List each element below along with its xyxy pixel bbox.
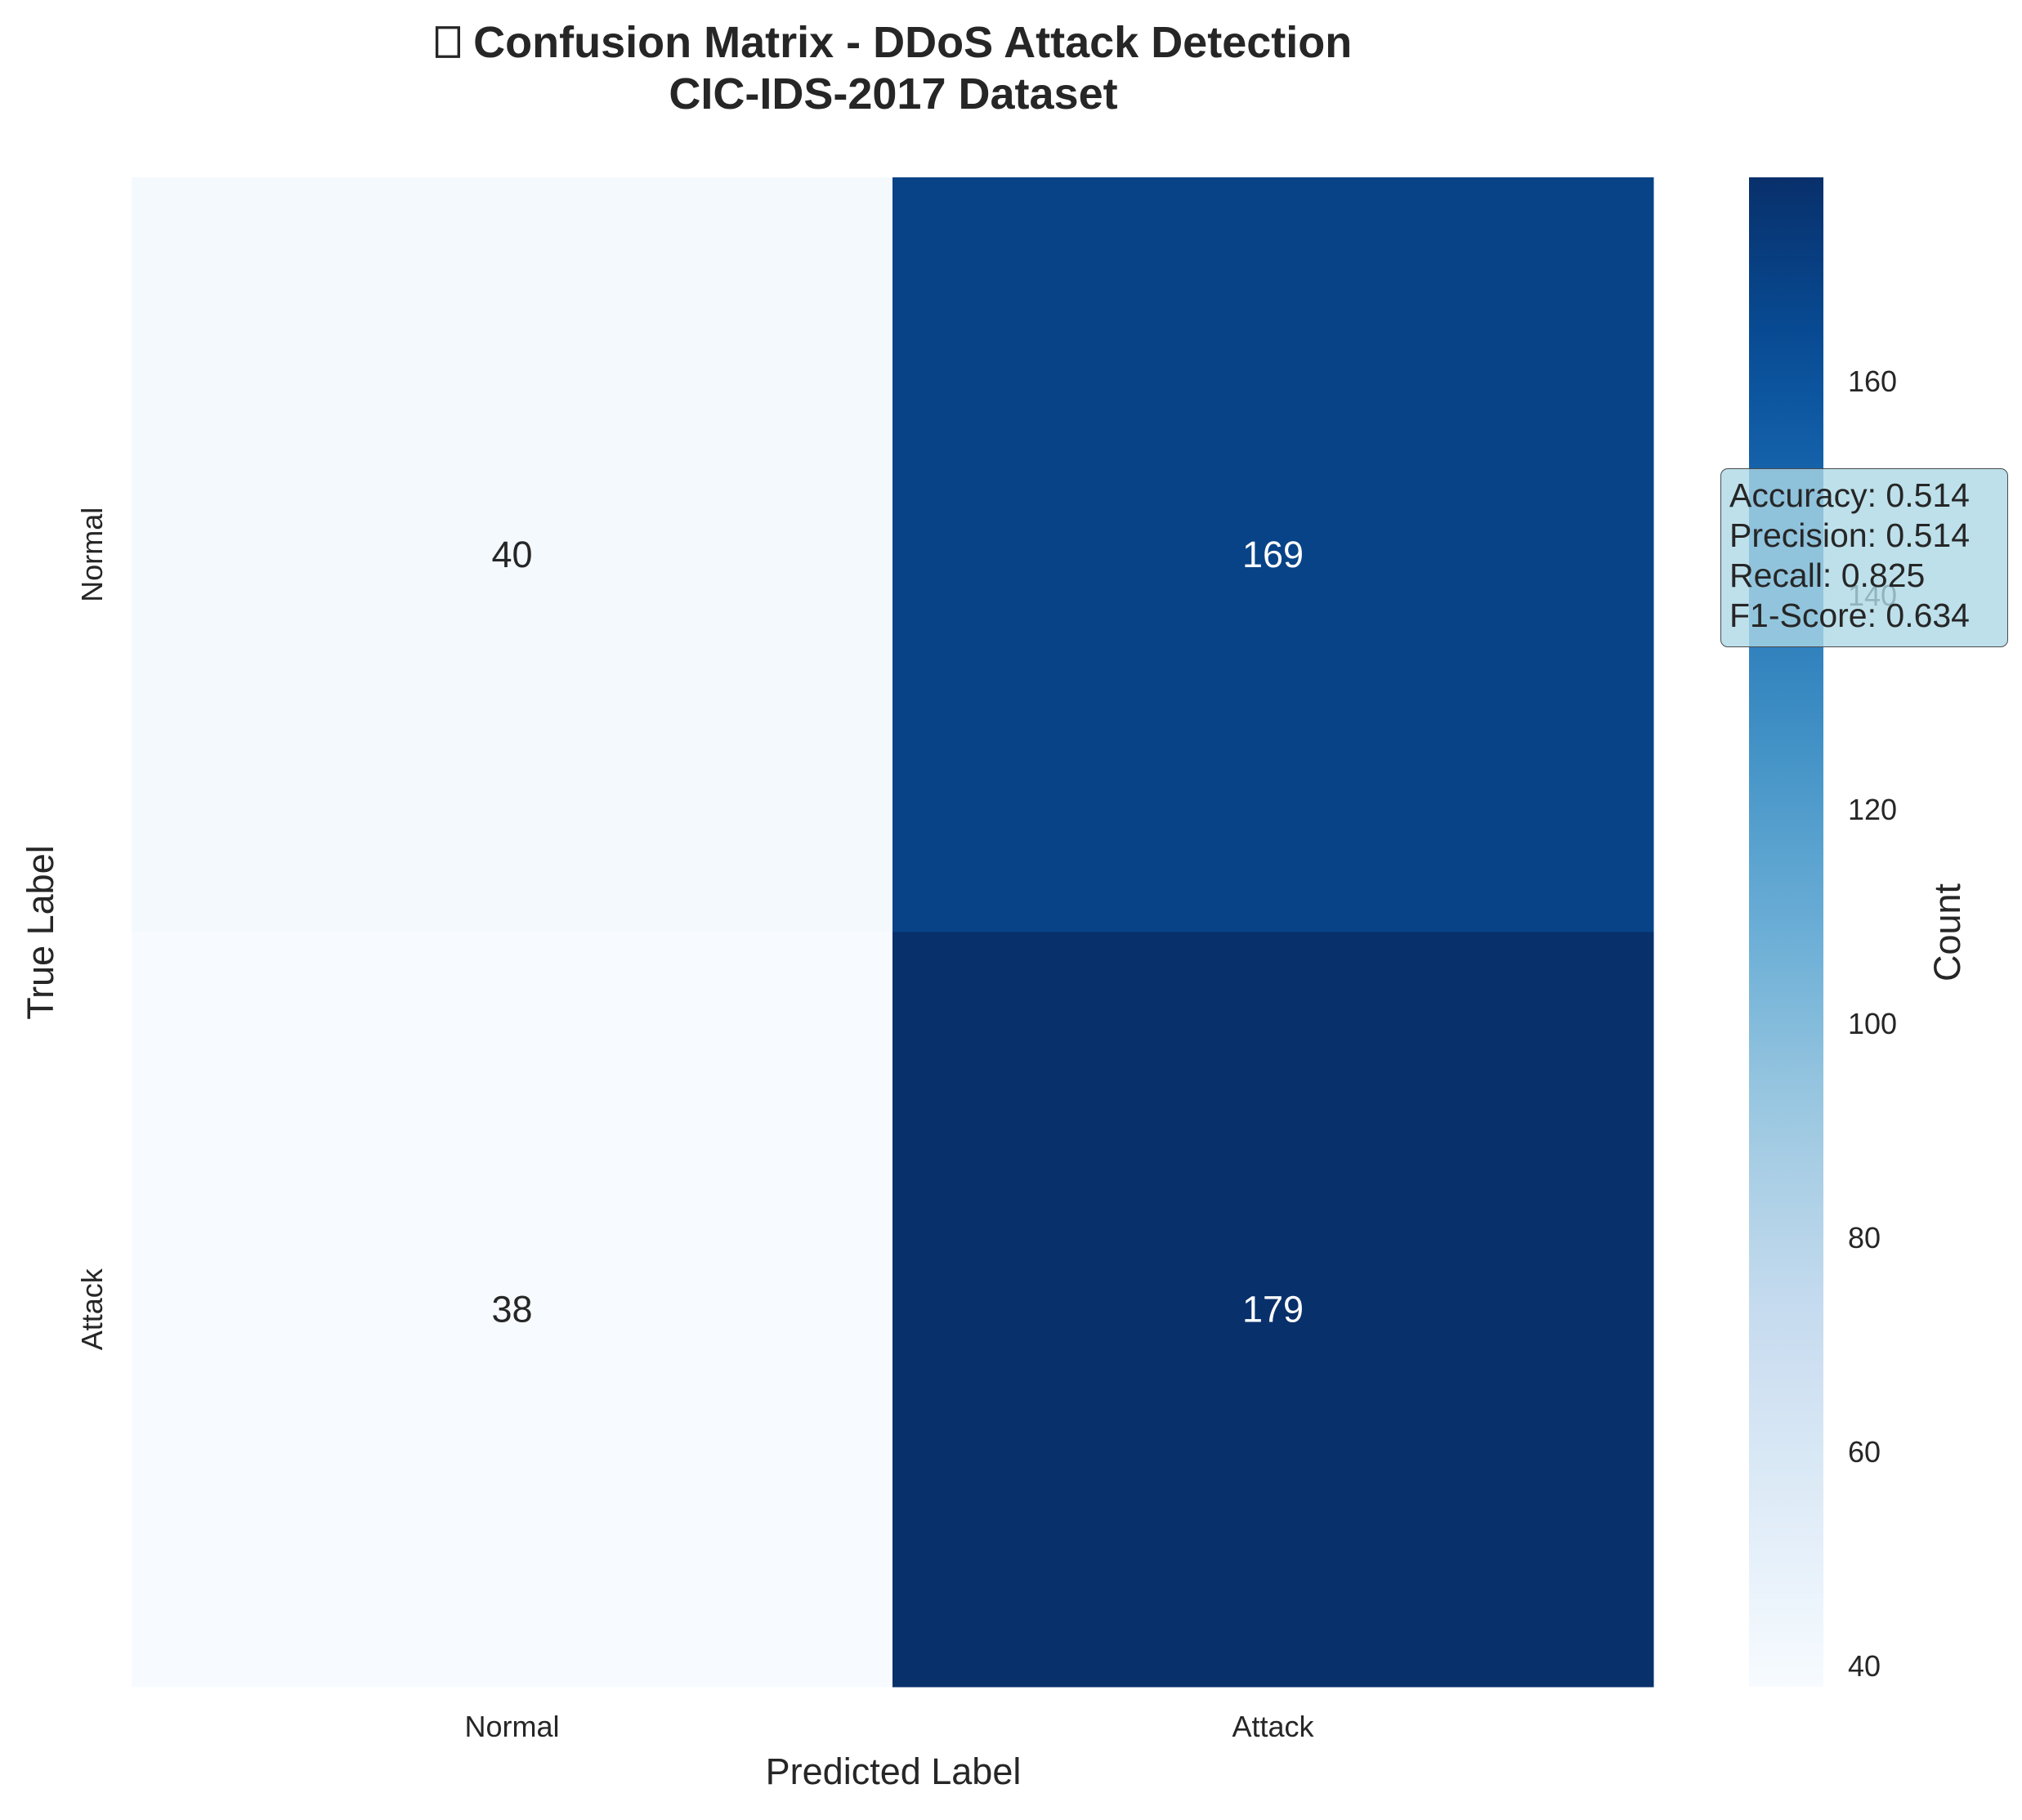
y-axis-label: True Label xyxy=(20,845,61,1019)
metric-recall: Recall: 0.825 xyxy=(1729,557,1926,594)
x-tick-normal: Normal xyxy=(464,1710,559,1743)
heatmap-cell-1-0 xyxy=(132,932,893,1688)
y-tick-attack: Attack xyxy=(75,1268,109,1350)
colorbar-tick-100: 100 xyxy=(1848,1007,1897,1040)
metric-f1: F1-Score: 0.634 xyxy=(1729,597,1970,634)
heatmap-cell-1-1 xyxy=(892,932,1654,1688)
colorbar-tick-40: 40 xyxy=(1848,1649,1881,1683)
cell-value-1-0: 38 xyxy=(491,1288,532,1330)
y-tick-normal: Normal xyxy=(75,508,109,602)
heatmap-cell-0-0 xyxy=(132,177,893,932)
colorbar-tick-80: 80 xyxy=(1848,1221,1881,1254)
heatmap-cell-0-1 xyxy=(892,177,1654,932)
heatmap-cell-labels: 40 169 38 179 xyxy=(491,534,1304,1330)
x-tick-labels: Normal Attack xyxy=(464,1710,1314,1743)
x-tick-attack: Attack xyxy=(1232,1710,1314,1743)
chart-title: ⎕ Confusion Matrix - DDoS Attack Detecti… xyxy=(435,18,1352,67)
cell-value-0-1: 169 xyxy=(1242,534,1304,575)
y-tick-labels: Normal Attack xyxy=(75,508,109,1351)
metric-precision: Precision: 0.514 xyxy=(1729,516,1971,554)
colorbar-tick-120: 120 xyxy=(1848,793,1897,826)
x-axis-label: Predicted Label xyxy=(766,1751,1022,1792)
colorbar-label: Count xyxy=(1926,883,1968,982)
cell-value-0-0: 40 xyxy=(491,534,532,575)
chart-subtitle: CIC-IDS-2017 Dataset xyxy=(669,69,1117,119)
metrics-box: Accuracy: 0.514 Precision: 0.514 Recall:… xyxy=(1720,468,2008,647)
colorbar-tick-60: 60 xyxy=(1848,1435,1881,1469)
heatmap-cells xyxy=(132,177,1654,1688)
colorbar xyxy=(1749,177,1823,1687)
cell-value-1-1: 179 xyxy=(1242,1288,1304,1330)
colorbar-tick-160: 160 xyxy=(1848,364,1897,398)
metric-accuracy: Accuracy: 0.514 xyxy=(1729,476,1970,514)
